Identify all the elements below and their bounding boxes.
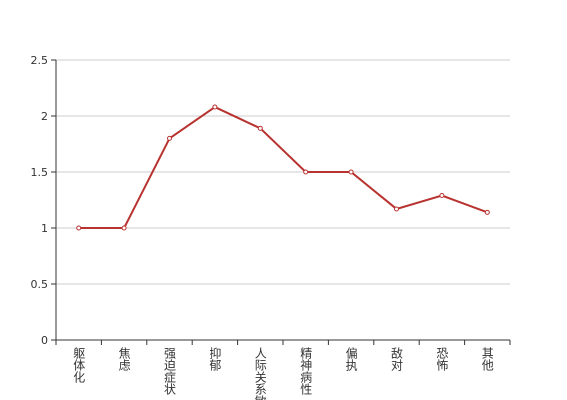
x-tick-label: 人际关系敏感	[253, 347, 267, 400]
point	[348, 169, 354, 175]
x-tick-label: 躯体化	[72, 346, 86, 384]
x-tick-label: 其他	[480, 347, 494, 371]
line	[78, 105, 488, 229]
y-tick-label: 2	[41, 110, 48, 123]
y-tick-label: 1	[41, 222, 48, 235]
point	[257, 125, 263, 131]
point	[394, 206, 399, 212]
x-tick-label: 焦虑	[117, 347, 131, 371]
point	[167, 135, 172, 141]
x-tick-label: 敌对	[390, 346, 404, 371]
x-tick-label: 恐怖	[435, 347, 449, 371]
point	[76, 225, 82, 231]
point	[121, 225, 127, 231]
point	[484, 209, 490, 215]
y-tick-label: 0	[41, 334, 48, 347]
y-tick-label: 1.5	[31, 166, 49, 179]
y-tick-label: 0.5	[31, 278, 49, 291]
x-tick-label: 抑郁	[208, 346, 222, 372]
x-tick-label: 偏执	[344, 346, 358, 372]
point	[212, 104, 218, 110]
x-tick-label: 精神病性	[299, 347, 313, 396]
y-tick-label: 2.5	[31, 54, 49, 67]
point	[439, 193, 445, 199]
point	[303, 169, 309, 175]
x-tick-label: 强迫症状	[163, 347, 177, 395]
